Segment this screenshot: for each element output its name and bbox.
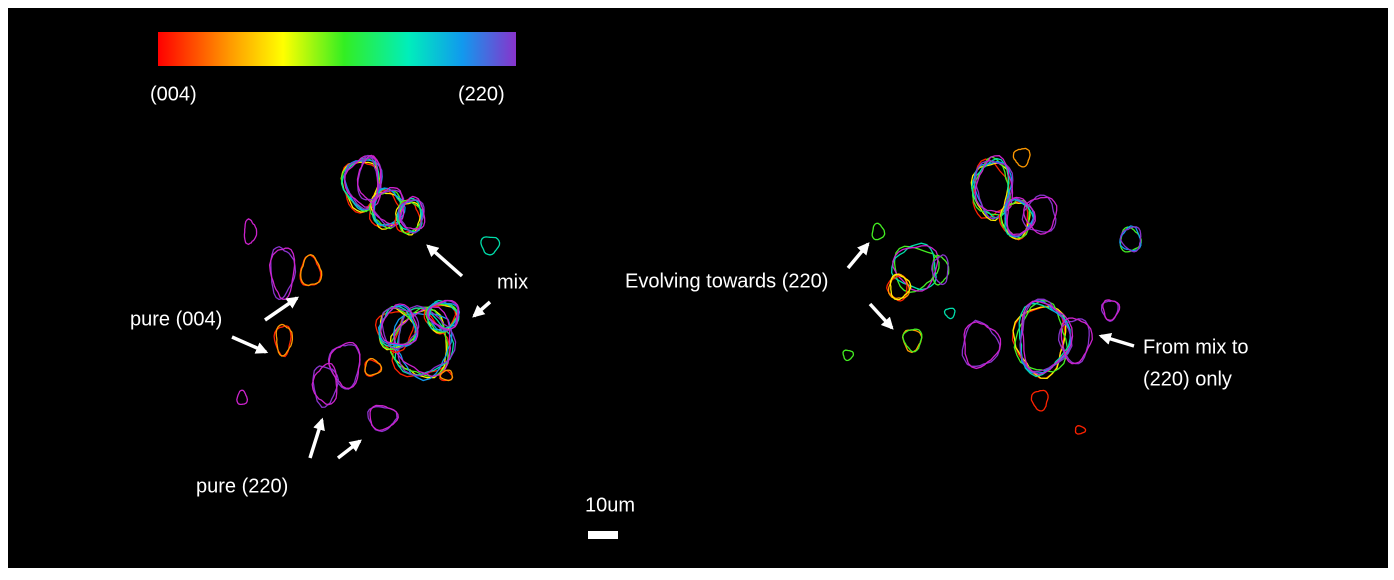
annotation: pure (004) — [130, 308, 222, 330]
scale-bar — [588, 531, 618, 539]
colorbar-label: (004) — [150, 83, 197, 105]
colorbar — [158, 32, 516, 66]
annotation: (220) only — [1143, 368, 1232, 390]
figure: (004) (220) pure (004) pure (220) mix Ev… — [0, 0, 1394, 580]
annotation: mix — [497, 271, 528, 293]
colorbar-label: (220) — [458, 83, 505, 105]
annotation: pure (220) — [196, 475, 288, 497]
annotation: Evolving towards (220) — [625, 270, 828, 292]
scale-bar-label: 10um — [585, 494, 635, 516]
page: (004) (220) pure (004) pure (220) mix Ev… — [0, 0, 1394, 580]
annotation: From mix to — [1143, 336, 1249, 358]
